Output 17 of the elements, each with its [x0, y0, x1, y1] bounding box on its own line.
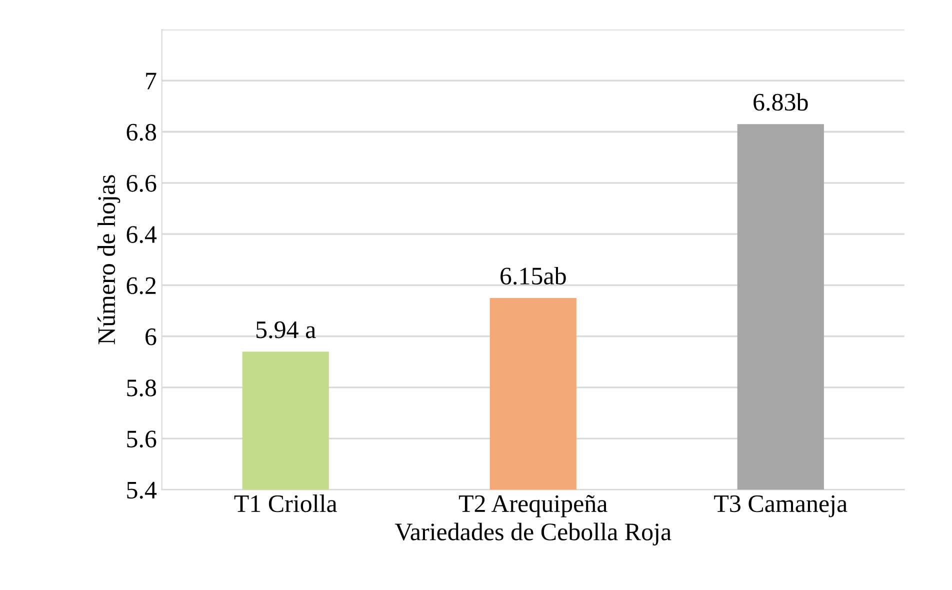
y-tick-label: 5.4 — [127, 482, 157, 499]
x-tick-label: T2 Arequipeña — [458, 495, 608, 518]
y-axis-title: Número de hojas — [97, 175, 120, 344]
y-tick-label: 6 — [146, 328, 156, 346]
y-tick-label: 5.8 — [127, 379, 156, 396]
x-axis-title: Variedades de Cebolla Roja — [394, 522, 672, 546]
y-tick-label: 7 — [146, 72, 156, 90]
y-tick-label: 6.4 — [126, 226, 157, 244]
data-label: 6.15ab — [500, 266, 566, 285]
y-tick-label: 6.6 — [126, 175, 156, 192]
y-tick-label: 5.6 — [127, 430, 156, 448]
y-tick-label: 6.2 — [126, 277, 156, 294]
x-tick-label: T3 Camaneja — [714, 495, 848, 518]
y-tick-label: 6.8 — [126, 124, 156, 141]
x-tick-label: T1 Criolla — [234, 494, 337, 512]
data-label: 5.94 a — [256, 321, 316, 338]
data-label: 6.83b — [754, 93, 808, 111]
